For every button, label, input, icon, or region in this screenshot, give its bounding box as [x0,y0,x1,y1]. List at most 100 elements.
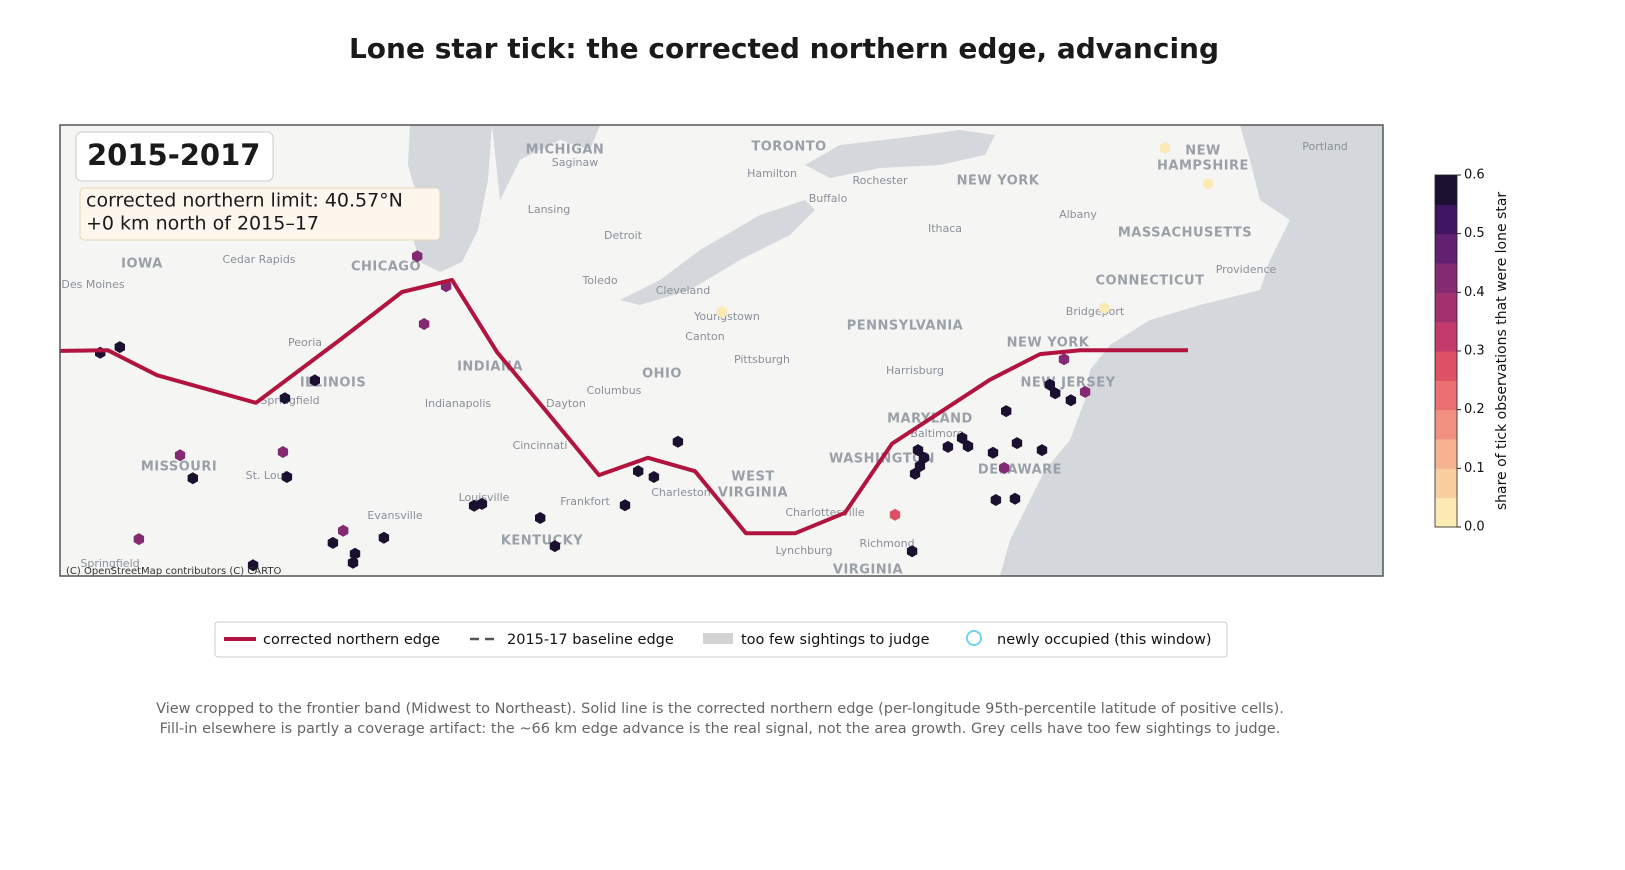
place-label: Lynchburg [776,544,833,557]
colorbar-swatch [1435,497,1457,528]
place-label: Hamilton [747,167,797,180]
hex-cell [378,531,390,544]
place-label: CHICAGO [351,260,421,275]
hex-cell [999,462,1010,474]
cells [95,142,1214,572]
colorbar-tick-label: 0.3 [1464,344,1485,359]
lake-erie [620,200,815,305]
colorbar: 0.0 0.1 0.2 0.3 0.4 0.5 0.6 [1434,168,1485,535]
hex-cell [912,444,924,457]
hex-cell [716,305,728,318]
place-label: Providence [1216,263,1277,276]
place-label: OHIO [642,367,682,382]
window-label: 2015-2017 [87,138,260,172]
place-label: VIRGINIA [833,563,903,578]
hex-cell [672,435,684,448]
caption: View cropped to the frontier band (Midwe… [156,701,1284,717]
hex-cell [1009,492,1021,505]
hex-cell [956,432,968,444]
place-label: Ithaca [928,222,962,235]
colorbar-swatch [1435,380,1457,411]
place-label: Lansing [528,203,571,216]
legend-key [966,630,982,646]
place-label: Frankfort [560,495,610,508]
legend-label: too few sightings to judge [741,632,930,648]
place-label: Cincinnati [513,439,568,452]
place-label: Canton [685,330,724,343]
place-label: Harrisburg [886,364,944,377]
colorbar-swatch [1435,263,1457,293]
window-box [75,131,274,182]
place-label: MISSOURI [141,460,217,475]
place-label: NEW YORK [1007,336,1090,351]
colorbar-swatch [1435,351,1457,381]
place-label: Portland [1302,140,1348,153]
hex-cell [1202,177,1214,190]
place-label: TORONTO [751,140,826,155]
place-label: Peoria [288,336,322,349]
place-label: Saginaw [552,156,598,169]
hex-cell [1011,437,1023,450]
hex-cell [942,440,954,453]
place-label: Bridgeport [1066,305,1125,318]
place-label: Richmond [859,537,914,550]
atlantic [1000,125,1383,576]
hex-cell [1099,302,1110,314]
hex-cell [1058,353,1070,366]
place-label: HAMPSHIRE [1157,159,1249,174]
place-label: Toledo [581,274,617,287]
colorbar-swatch [1435,468,1457,499]
hex-cell [1001,405,1012,418]
place-label: MICHIGAN [526,143,605,158]
attribution: (C) OpenStreetMap contributors (C) CARTO [66,566,281,577]
hex-cell [914,460,926,473]
legend-label: corrected northern edge [263,632,440,648]
place-label: Charlottesville [785,506,865,519]
hex-cell [327,536,339,549]
hex-cell [909,467,921,480]
hex-cell [349,547,361,560]
legend: corrected northern edge 2015-17 baseline … [224,630,1212,648]
hex-cell [962,440,974,453]
place-label: Buffalo [809,192,848,205]
hex-cell [987,446,999,459]
colorbar-swatch [1435,233,1457,264]
chart-title: Lone star tick: the corrected northern e… [349,32,1219,65]
colorbar-tick-label: 0.6 [1464,168,1485,183]
place-label: Youngstown [693,310,760,323]
info-box [79,187,441,241]
place-label: WEST [731,470,774,485]
info-line: corrected northern limit: 40.57°N [86,190,403,212]
place-label: Dayton [546,397,586,410]
colorbar-tick-label: 0.2 [1464,402,1485,417]
place-label: Des Moines [61,278,124,291]
hex-cell [133,533,145,546]
place-label: PENNSYLVANIA [847,319,963,334]
hex-cell [1036,444,1048,457]
place-label: Baltimore [910,427,963,440]
hex-cell [549,540,561,553]
lake-huron [492,125,600,200]
hex-cell [648,471,660,483]
hex-cell [279,392,291,405]
place-label: DELAWARE [978,463,1062,478]
hex-cell [412,250,423,263]
place-label: MASSACHUSETTS [1118,226,1252,241]
colorbar-swatch [1435,439,1457,469]
hex-cell [468,499,480,512]
place-label: St. Louis [246,469,293,482]
colorbar-tick-label: 0.1 [1464,461,1485,476]
colorbar-tick-label: 0.4 [1464,285,1485,300]
place-label: Pittsburgh [734,353,790,366]
hex-cell [1079,385,1091,398]
place-label: Indianapolis [425,397,492,410]
map-frame [59,124,1384,577]
place-label: Charleston [651,486,711,499]
hex-cell [277,446,289,458]
hex-cell [535,512,546,524]
place-label: Cleveland [656,284,711,297]
colorbar-label: share of tick observations that were lon… [1494,192,1510,511]
place-label: Louisville [459,491,510,504]
place-label: Columbus [587,384,642,397]
